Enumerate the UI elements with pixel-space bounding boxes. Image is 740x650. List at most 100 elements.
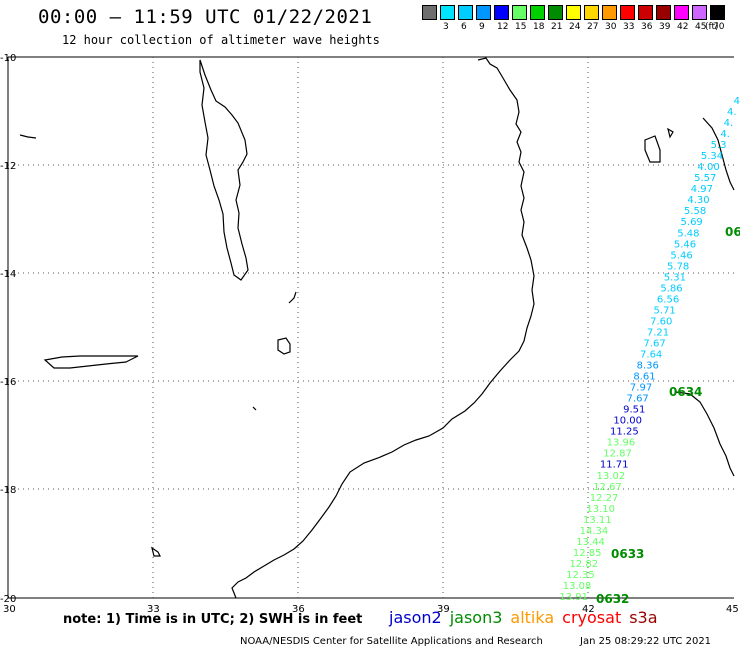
wave-height-value: 5.69 (681, 217, 703, 228)
wave-height-value: 10.00 (613, 416, 642, 427)
wave-height-value: 7.97 (630, 383, 652, 394)
comoros-islet (667, 127, 674, 139)
legend-label: 21 (551, 22, 563, 32)
pass-time-label: 0632 (596, 592, 629, 606)
legend-label: 42 (677, 22, 689, 32)
wave-height-value: 13.10 (586, 504, 615, 515)
footer-note: note: 1) Time is in UTC; 2) SWH is in fe… (63, 612, 363, 627)
legend-label: 33 (623, 22, 635, 32)
wave-height-value: 12.27 (590, 493, 619, 504)
wave-height-value: 4.00 (697, 162, 719, 173)
pass-time-label: 0634 (669, 385, 702, 399)
wave-height-value: 7.67 (627, 394, 649, 405)
wave-height-value: 4. (727, 107, 737, 118)
wave-height-value: 12.35 (566, 570, 595, 581)
wave-height-value: 5.78 (667, 261, 689, 272)
wave-height-value: 7.60 (650, 316, 672, 327)
wave-height-value: 12.85 (573, 548, 602, 559)
coastlines (19, 57, 735, 599)
wave-height-value: 8.36 (637, 361, 659, 372)
wave-height-value: 9.51 (623, 405, 645, 416)
legend-swatch (638, 5, 653, 20)
legend-swatch (548, 5, 563, 20)
lat-label: -14 (0, 269, 16, 280)
lat-label: -12 (0, 161, 16, 172)
lon-label: 39 (437, 604, 450, 615)
legend-swatch (512, 5, 527, 20)
wave-height-value: 14.34 (580, 526, 609, 537)
satellite-name: cryosat (562, 608, 622, 627)
wave-height-value: 4. (724, 118, 734, 129)
wave-height-value: 13.11 (583, 515, 612, 526)
wave-height-value: 5.57 (694, 173, 716, 184)
satellite-name: jason2 (389, 608, 442, 627)
pass-time-label: 06 (725, 225, 740, 239)
wave-height-value: 5.34 (701, 151, 723, 162)
legend-swatch (530, 5, 545, 20)
comoros-main (644, 135, 661, 163)
wave-height-value: 5.46 (674, 239, 696, 250)
footer-credit: NOAA/NESDIS Center for Satellite Applica… (240, 636, 543, 647)
lon-label: 30 (3, 604, 16, 615)
legend-swatch (602, 5, 617, 20)
satellite-name: altika (510, 608, 555, 627)
legend-label: 15 (515, 22, 527, 32)
wave-height-value: 12.67 (593, 482, 622, 493)
legend-swatch (674, 5, 689, 20)
lake-chilwa (277, 337, 291, 355)
page-title: 00:00 – 11:59 UTC 01/22/2021 (38, 6, 373, 28)
wave-height-value: 13.02 (597, 471, 626, 482)
wave-height-value: 13.91 (559, 592, 588, 603)
lon-label: 33 (147, 604, 160, 615)
legend-swatch (656, 5, 671, 20)
wave-height-value: 13.08 (563, 581, 592, 592)
legend-label: 24 (569, 22, 581, 32)
legend-label: 9 (479, 22, 485, 32)
lake-kazembe (19, 134, 37, 139)
legend-swatch (620, 5, 635, 20)
page-subtitle: 12 hour collection of altimeter wave hei… (62, 33, 380, 47)
wave-height-value: 5.58 (684, 206, 706, 217)
legend-label: 39 (659, 22, 671, 32)
madagascar-north-tip (702, 117, 735, 191)
wave-height-value: 11.71 (600, 460, 629, 471)
lake-bangweulu (43, 355, 139, 369)
wave-height-value: 8.61 (633, 372, 655, 383)
wave-height-value: 5.48 (677, 228, 699, 239)
satellite-legend: jason2 jason3 altika cryosat s3a (389, 608, 666, 627)
africa-east-coast (231, 57, 535, 599)
lat-label: -18 (0, 485, 16, 496)
wave-height-value: 4 (734, 96, 740, 107)
lat-label: -10 (0, 53, 16, 64)
legend-swatch (494, 5, 509, 20)
wave-height-value: 5.71 (654, 305, 676, 316)
wave-height-value: 5.46 (670, 250, 692, 261)
legend-label: 27 (587, 22, 599, 32)
pass-times: 06 0634 0633 0632 (596, 225, 740, 606)
cabora-inlet (252, 406, 257, 411)
legend-label: 6 (461, 22, 467, 32)
lat-label: -16 (0, 377, 16, 388)
footer-timestamp: Jan 25 08:29:22 UTC 2021 (580, 636, 712, 647)
small-island-west (151, 546, 161, 557)
axis-labels: -10 -12 -14 -16 -18 -20 30 33 36 39 42 4… (0, 53, 739, 615)
legend-swatch (692, 5, 707, 20)
satellite-name: s3a (629, 608, 658, 627)
legend-label: 70 (713, 22, 725, 32)
graticule (8, 57, 734, 598)
lon-label: 45 (726, 604, 739, 615)
legend-label: 30 (605, 22, 617, 32)
legend-label: 12 (497, 22, 509, 32)
wave-height-value: 4.30 (687, 195, 709, 206)
wave-height-value: 13.96 (607, 438, 636, 449)
wave-height-value: 5.3 (711, 140, 727, 151)
altimeter-track: 44.4.4.5.35.344.005.574.974.305.585.695.… (559, 96, 740, 603)
wave-height-value: 7.64 (640, 350, 662, 361)
pass-time-label: 0633 (611, 547, 644, 561)
wave-height-value: 5.86 (660, 283, 682, 294)
legend-swatch (458, 5, 473, 20)
wave-height-value: 13.44 (576, 537, 605, 548)
lon-label: 36 (292, 604, 305, 615)
legend-swatch (476, 5, 491, 20)
